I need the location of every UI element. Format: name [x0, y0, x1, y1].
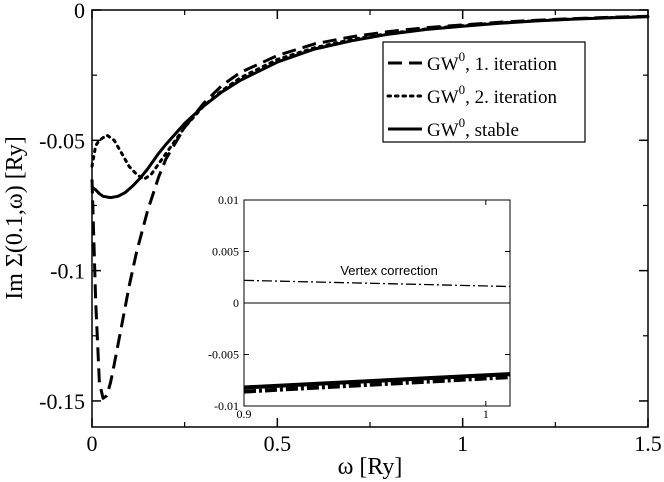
x-tick-label: 1.5 [634, 431, 662, 456]
y-tick-label: -0.15 [39, 389, 85, 414]
legend-label: GW0, 1. iteration [427, 49, 557, 75]
x-tick-label: 1 [457, 431, 468, 456]
y-tick-label: -0.05 [39, 128, 85, 153]
inset-line-vertex-correction [243, 279, 511, 288]
inset-y-tick-label: 0 [233, 296, 239, 310]
legend-items: GW0, 1. iteration GW0, 2. iteration GW0, s… [386, 49, 557, 141]
legend-label: GW0, stable [427, 115, 519, 141]
y-tick-label: 0 [74, 0, 85, 23]
inset-line-gw-vertex [243, 375, 511, 394]
legend-label: GW0, 2. iteration [427, 82, 557, 108]
inset-y-tick-label: -0.01 [214, 399, 239, 413]
series-line-stable [91, 15, 649, 200]
inset-ticks-group: 0.9 1 0.01 0.005 0 -0.005 -0.01 [208, 193, 510, 421]
main-ticks-group: 0 0.5 1 1.5 0 -0.05 -0.1 -0.15 [39, 0, 662, 456]
x-tick-label: 0 [87, 431, 98, 456]
legend: GW0, 1. iteration GW0, 2. iteration GW0, s… [382, 41, 586, 143]
x-tick-label: 0.5 [264, 431, 292, 456]
inset-annotation-vertex-correction: Vertex correction [340, 263, 438, 278]
inset-x-tick-label: 1 [483, 407, 489, 421]
inset-y-tick-label: 0.005 [212, 245, 239, 259]
y-tick-label: -0.1 [50, 259, 85, 284]
legend-box [382, 41, 586, 143]
inset-series-group [243, 279, 511, 394]
x-axis-label: ω [Ry] [338, 454, 403, 480]
inset-line-gw-stable [243, 372, 511, 390]
inset-y-tick-label: 0.01 [218, 193, 239, 207]
inset-plot: 0.9 1 0.01 0.005 0 -0.005 -0.01 Vertex correct… [208, 193, 511, 421]
main-series-group [90, 14, 650, 400]
y-axis-label: Im Σ(0.1,ω) [Ry] [2, 136, 28, 299]
main-plot: 0 0.5 1 1.5 0 -0.05 -0.1 -0.15 [39, 0, 662, 456]
inset-y-tick-label: -0.005 [208, 348, 239, 362]
inset-x-tick-label: 0.9 [237, 407, 252, 421]
